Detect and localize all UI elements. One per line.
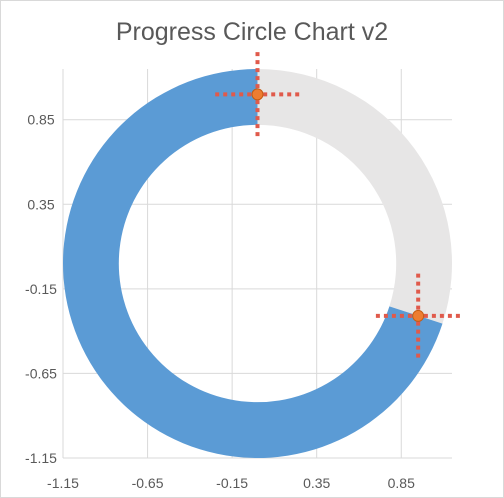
ring-remaining-arc: [257, 69, 452, 324]
data-point: [412, 309, 425, 322]
y-tick-label: -1.15: [25, 450, 57, 466]
chart-title: Progress Circle Chart v2: [115, 18, 389, 46]
ring-progress-arc: [63, 69, 443, 459]
x-tick-label: -0.65: [132, 475, 164, 491]
x-tick-label: -1.15: [47, 475, 79, 491]
y-tick-label: -0.15: [25, 281, 57, 297]
x-tick-label: -0.15: [216, 475, 248, 491]
tick-labels: -1.15 -0.65 -0.15 0.35 0.85 0.85 0.35 -0.15 -0.6…: [25, 112, 415, 491]
x-tick-label: 0.85: [388, 475, 415, 491]
y-tick-label: 0.85: [27, 112, 54, 128]
data-point: [251, 88, 264, 101]
x-tick-label: 0.35: [303, 475, 330, 491]
data-points: [251, 88, 425, 322]
progress-ring: [63, 69, 452, 459]
y-tick-label: -0.65: [25, 365, 57, 381]
y-tick-label: 0.35: [27, 196, 54, 212]
